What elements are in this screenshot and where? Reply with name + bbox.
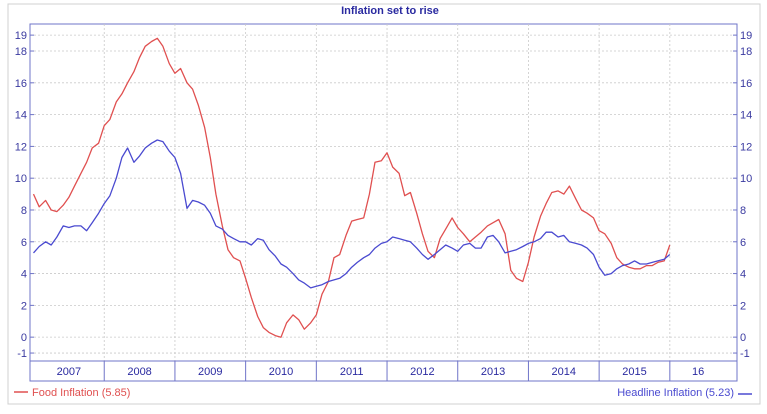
y-tick-label-right: 8 [740,205,746,217]
y-tick-label-right: 2 [740,300,746,312]
y-tick-label-left: 8 [21,205,27,217]
y-tick-label-left: 16 [15,78,27,90]
x-tick-label: 2012 [410,366,434,378]
x-tick-label: 2009 [198,366,222,378]
y-tick-label-left: 2 [21,300,27,312]
y-tick-label-left: 10 [15,173,27,185]
chart-title: Inflation set to rise [341,5,439,17]
y-tick-label-right: 0 [740,332,746,344]
series-line-headline-inflation [33,139,671,289]
y-tick-label-right: 12 [740,141,752,153]
x-tick-label: 2008 [127,366,151,378]
y-tick-label-right: 10 [740,173,752,185]
y-tick-label-left: 14 [15,110,27,122]
outer-frame [7,3,761,405]
x-tick-label: 2010 [269,366,293,378]
y-tick-label-left: 12 [15,141,27,153]
x-tick-label: 2014 [552,366,576,378]
plot-area: -1 -1 0 0 2 2 4 4 6 6 8 8 10 10 12 12 14 14 16 16 18 18 19 19 20… [7,3,761,405]
legend-label-food: Food Inflation (5.85) [32,387,130,399]
y-tick-label-right: 19 [740,30,752,42]
y-tick-label-right: -1 [740,348,750,360]
x-tick-label: 2015 [622,366,646,378]
y-tick-label-left: 0 [21,332,27,344]
x-tick-label: 2013 [481,366,505,378]
y-tick-label-left: 6 [21,237,27,249]
x-tick-label: 2011 [340,366,364,378]
y-tick-label-right: 18 [740,46,752,58]
y-tick-label-right: 14 [740,110,752,122]
y-tick-label-left: -1 [17,348,27,360]
y-tick-label-left: 18 [15,46,27,58]
x-tick-label: 2007 [57,366,81,378]
y-tick-label-right: 6 [740,237,746,249]
y-tick-label-left: 4 [21,269,27,281]
legend-label-headline: Headline Inflation (5.23) [617,387,734,399]
y-tick-label-right: 4 [740,269,746,281]
plot-frame [29,23,738,382]
y-tick-label-left: 19 [15,30,27,42]
series-line-food-inflation [32,37,671,338]
x-tick-label: 16 [692,366,704,378]
y-tick-label-right: 16 [740,78,752,90]
